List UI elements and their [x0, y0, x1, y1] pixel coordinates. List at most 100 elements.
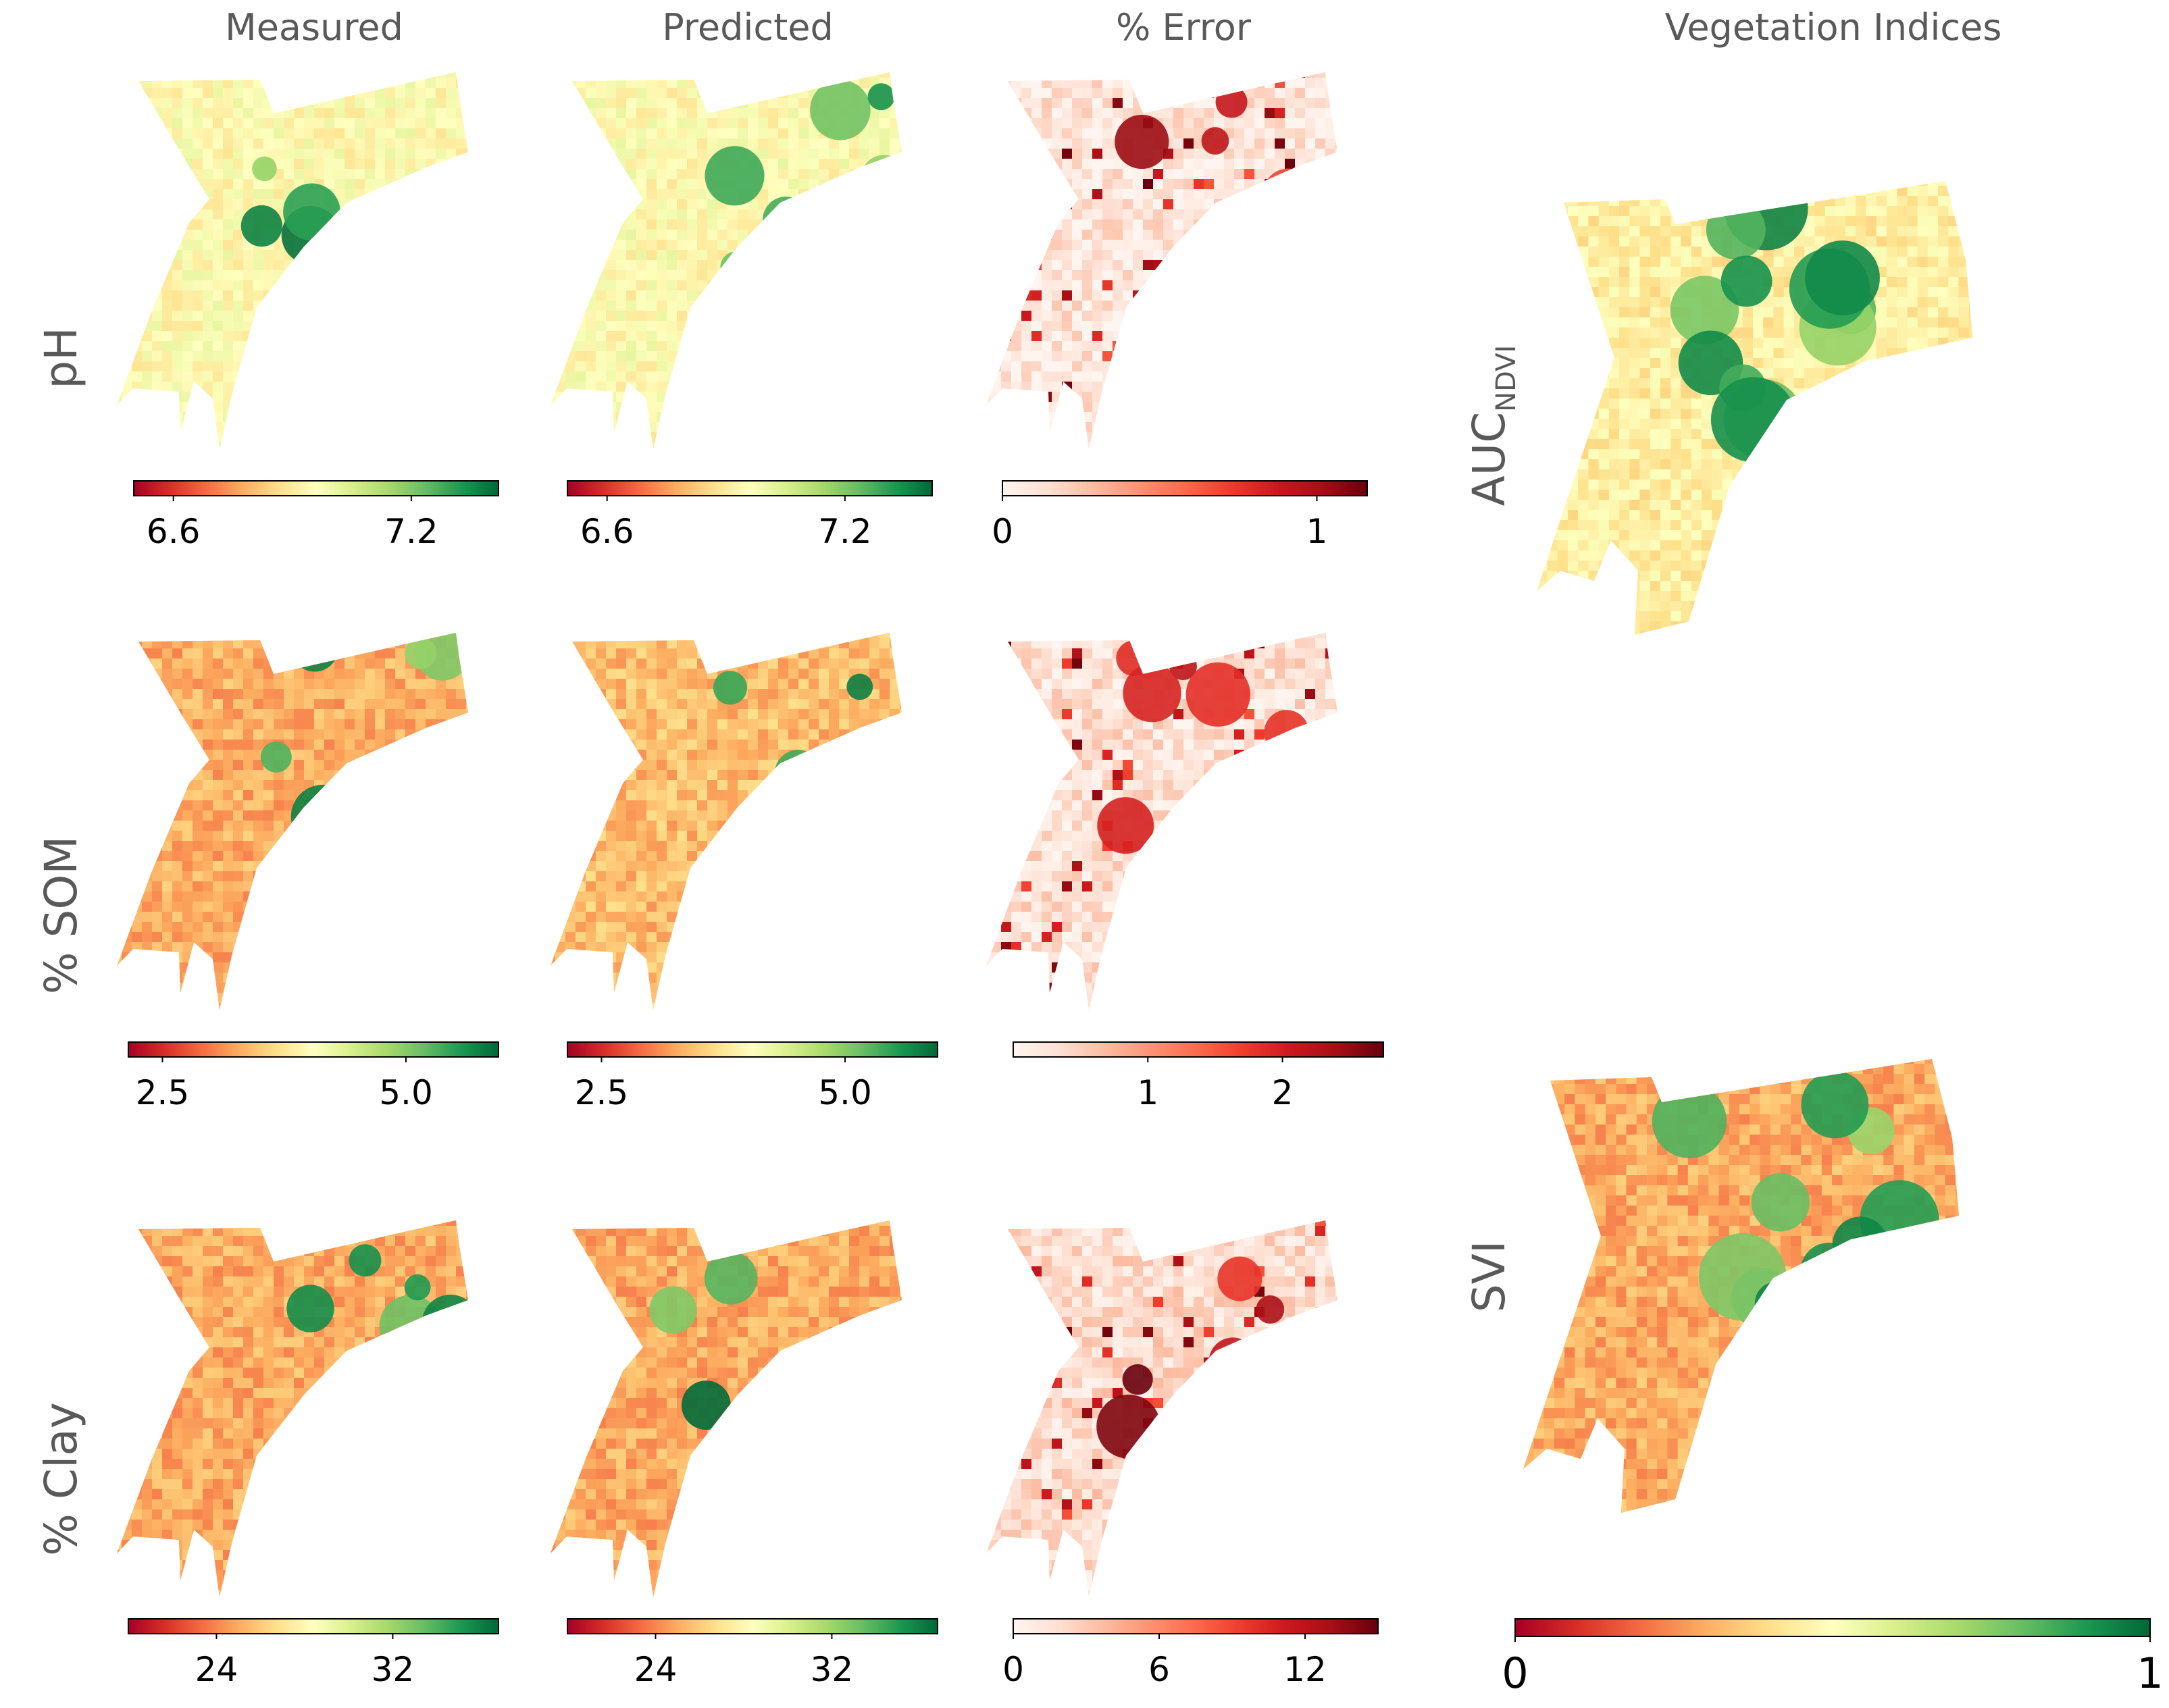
map-cell — [606, 78, 617, 88]
map-cell — [203, 442, 213, 449]
map-cell — [1021, 169, 1032, 180]
map-cell — [1001, 270, 1012, 281]
map-cell — [263, 432, 274, 443]
map-cell — [728, 402, 738, 413]
map-cell — [839, 250, 850, 261]
map-cell — [849, 432, 860, 443]
map-cell — [142, 952, 153, 963]
map-cell — [778, 280, 789, 291]
map-cell — [1325, 169, 1336, 180]
map-cell — [162, 98, 173, 109]
map-cell — [1021, 422, 1032, 433]
map-cell — [405, 169, 416, 180]
map-cell — [182, 199, 193, 210]
map-cell — [758, 442, 769, 449]
map-cell — [1113, 371, 1123, 382]
map-cell — [415, 280, 426, 291]
map-cell — [1021, 128, 1032, 139]
map-cell — [555, 361, 566, 372]
map-cell — [1244, 371, 1255, 382]
map-cell — [446, 442, 457, 449]
map-cell — [405, 108, 416, 119]
map-cell — [142, 638, 153, 649]
map-cell — [446, 240, 457, 251]
map-cell — [900, 270, 902, 281]
map-cell — [717, 240, 728, 251]
map-cell — [253, 118, 264, 129]
map-cell — [667, 402, 678, 413]
map-cell — [243, 260, 254, 271]
map-cell — [456, 199, 467, 210]
map-cell — [172, 209, 183, 220]
map-cell — [1001, 392, 1012, 403]
map-cell — [152, 633, 163, 639]
map-cell — [738, 442, 748, 449]
map-cell — [213, 189, 224, 200]
map-cell — [1265, 138, 1275, 149]
map-cell — [667, 149, 678, 159]
map-cell — [456, 189, 467, 200]
map-cell — [284, 658, 295, 669]
map-cell — [426, 118, 436, 129]
map-cell — [324, 699, 335, 710]
map-cell — [162, 382, 173, 392]
map-cell — [334, 669, 345, 679]
map-cell — [1214, 78, 1225, 88]
map-cell — [728, 442, 738, 449]
map-cell — [1325, 321, 1336, 332]
map-cell — [667, 382, 678, 392]
map-cell — [1275, 432, 1285, 443]
map-cell — [1234, 179, 1245, 190]
map-cell — [717, 290, 728, 301]
map-cell — [879, 169, 890, 180]
map-cell — [788, 138, 799, 149]
map-cell — [456, 351, 467, 362]
map-cell — [1143, 78, 1154, 88]
map-cell — [385, 240, 396, 251]
map-cell — [748, 392, 759, 403]
map-cell — [576, 442, 586, 449]
column-title-predicted: Predicted — [662, 6, 834, 49]
map-cell — [117, 891, 122, 902]
map-cell — [697, 240, 708, 251]
map-cell — [1133, 371, 1144, 382]
map-cell — [1031, 290, 1042, 301]
map-cell — [284, 952, 295, 963]
map-cell — [1031, 422, 1042, 433]
map-cell — [697, 402, 708, 413]
map-cell — [172, 709, 183, 720]
map-cell — [1194, 209, 1204, 220]
map-cell — [1042, 442, 1052, 449]
map-cell — [182, 973, 193, 983]
map-cell — [405, 392, 416, 403]
map-cell — [263, 861, 274, 872]
map-cell — [203, 952, 213, 963]
map-cell — [243, 993, 254, 1004]
map-cell — [1011, 138, 1022, 149]
map-cell — [314, 138, 325, 149]
map-cell — [243, 442, 254, 449]
map-cell — [1163, 361, 1174, 372]
map-cell — [788, 118, 799, 129]
map-cell — [596, 371, 607, 382]
map-cell — [1285, 230, 1296, 240]
map-cell — [223, 78, 234, 88]
map-cell — [1224, 341, 1235, 352]
map-cell — [172, 72, 183, 78]
map-cell — [1163, 432, 1174, 443]
map-cell — [758, 321, 769, 332]
map-cell — [122, 973, 132, 983]
map-cell — [758, 361, 769, 372]
map-cell — [788, 240, 799, 251]
map-cell — [596, 351, 607, 362]
map-cell — [142, 290, 153, 301]
map-cell — [667, 230, 678, 240]
map-cell — [274, 871, 284, 882]
map-cell — [395, 422, 406, 433]
map-cell — [1214, 209, 1225, 220]
map-cell — [677, 189, 688, 200]
map-cell — [1183, 189, 1194, 200]
map-cell — [687, 331, 698, 342]
map-cell — [1052, 88, 1063, 99]
map-cell — [304, 351, 315, 362]
